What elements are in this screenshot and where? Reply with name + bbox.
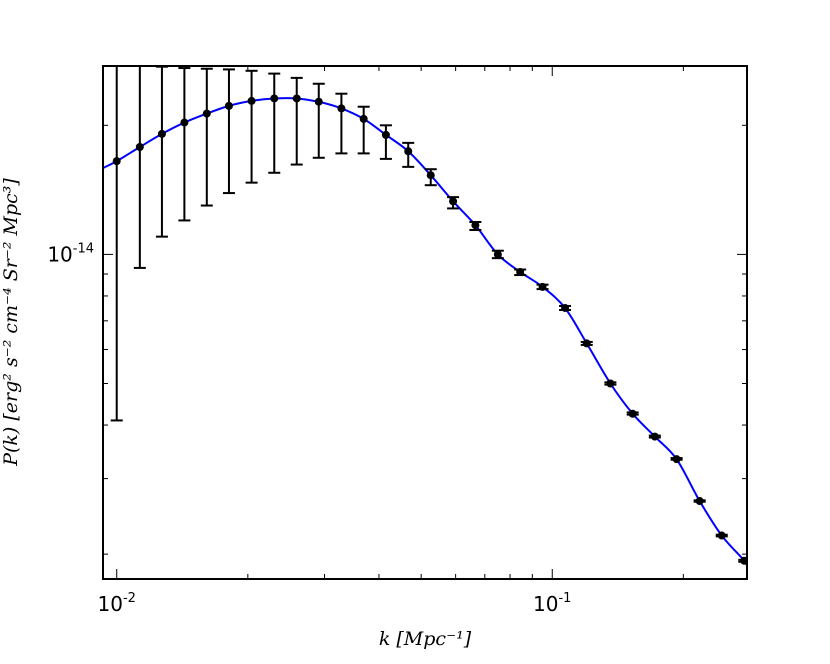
data-point xyxy=(561,303,570,312)
data-point xyxy=(426,171,435,180)
data-point xyxy=(381,130,390,139)
data-point xyxy=(359,114,368,123)
data-point xyxy=(337,104,346,113)
x-tick-base: 10 xyxy=(98,592,123,616)
data-point xyxy=(449,197,458,206)
data-point xyxy=(516,267,525,276)
data-point xyxy=(650,432,659,441)
data-point xyxy=(628,409,637,418)
y-axis-label: P(k) [erg² s⁻² cm⁻⁴ Sr⁻² Mpc³] xyxy=(0,178,22,467)
data-point xyxy=(112,157,121,166)
x-axis-label: k [Mpc⁻¹] xyxy=(379,628,472,650)
data-point xyxy=(606,379,615,388)
x-tick-label: 10-1 xyxy=(533,591,571,616)
data-point xyxy=(695,497,704,506)
data-point xyxy=(135,143,144,152)
x-tick-label: 10-2 xyxy=(98,591,136,616)
data-point xyxy=(471,221,480,230)
data-point xyxy=(314,97,323,106)
data-point xyxy=(247,96,256,105)
data-point xyxy=(180,118,189,127)
data-point xyxy=(717,531,726,540)
data-point xyxy=(157,129,166,138)
x-tick-exponent: -1 xyxy=(558,591,571,606)
x-tick-base: 10 xyxy=(533,592,558,616)
data-point xyxy=(202,109,211,118)
data-point xyxy=(224,101,233,110)
y-tick-labels: 10-14 xyxy=(47,241,94,266)
data-point xyxy=(538,282,547,291)
y-tick-exponent: -14 xyxy=(73,241,94,256)
x-tick-labels: 10-2 10-1 xyxy=(98,591,572,616)
data-point xyxy=(740,556,747,565)
data-point xyxy=(493,250,502,259)
plot-frame xyxy=(102,65,748,580)
y-tick-base: 10 xyxy=(47,242,72,266)
x-tick-exponent: -2 xyxy=(123,591,136,606)
plot-background xyxy=(103,66,747,579)
data-point xyxy=(270,94,279,103)
data-point xyxy=(672,455,681,464)
y-tick-label: 10-14 xyxy=(47,241,94,266)
data-point xyxy=(292,94,301,103)
data-point xyxy=(582,339,591,348)
data-points xyxy=(112,94,747,565)
data-point xyxy=(404,147,413,156)
